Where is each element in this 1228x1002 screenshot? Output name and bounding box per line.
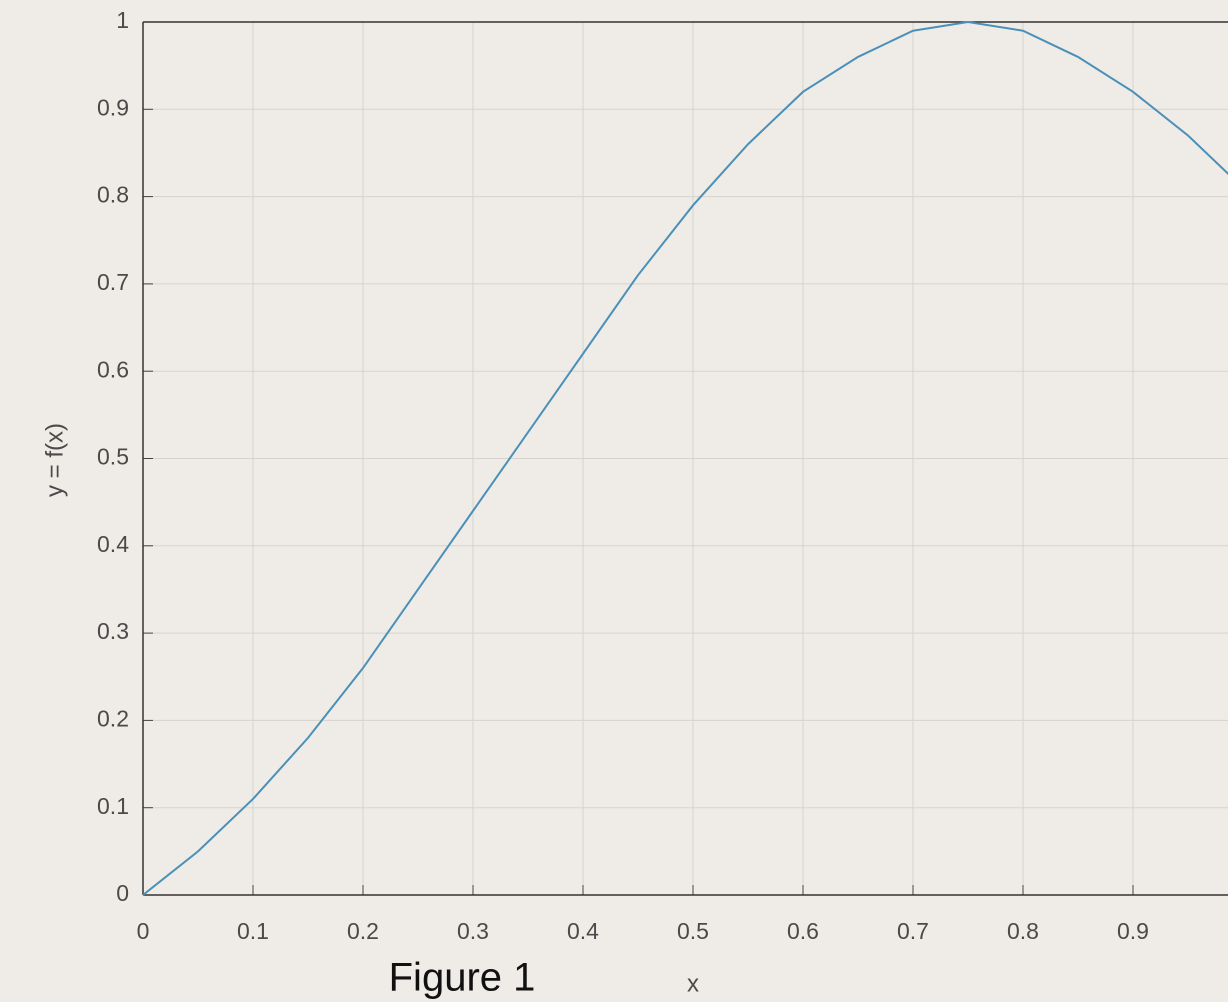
x-tick-label: 0 (137, 918, 150, 944)
y-tick-label: 0.7 (97, 269, 129, 295)
x-tick-label: 0.3 (457, 918, 489, 944)
figure-title: Figure 1 (389, 956, 536, 1000)
x-tick-label: 0.4 (567, 918, 599, 944)
y-tick-label: 0.1 (97, 793, 129, 819)
x-tick-label: 0.2 (347, 918, 379, 944)
y-tick-label: 0 (116, 880, 129, 906)
y-axis-label: y = f(x) (41, 423, 68, 497)
y-tick-label: 0.3 (97, 618, 129, 644)
x-tick-label: 0.8 (1007, 918, 1039, 944)
y-tick-label: 0.4 (97, 531, 129, 557)
y-tick-label: 1 (116, 7, 129, 33)
y-tick-label: 0.2 (97, 705, 129, 731)
y-tick-label: 0.9 (97, 94, 129, 120)
background (0, 0, 1228, 1002)
x-tick-label: 0.6 (787, 918, 819, 944)
x-axis-label: x (687, 970, 699, 997)
x-tick-label: 0.5 (677, 918, 709, 944)
x-tick-label: 0.7 (897, 918, 929, 944)
y-tick-label: 0.5 (97, 444, 129, 470)
chart: Figure 1 x y = f(x) 0 0.1 0.2 0.3 0.4 0.5 0.6 0… (0, 0, 1228, 1002)
x-tick-label: 0.1 (237, 918, 269, 944)
y-tick-label: 0.6 (97, 356, 129, 382)
y-tick-label: 0.8 (97, 182, 129, 208)
page: {"chart_data": {"type": "line", "title":… (0, 0, 1228, 1002)
x-tick-label: 0.9 (1117, 918, 1149, 944)
